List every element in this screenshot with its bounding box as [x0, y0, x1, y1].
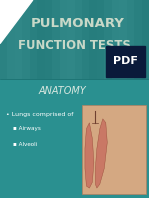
Bar	[119, 0, 127, 198]
Bar	[45, 0, 52, 198]
Text: ANATOMY: ANATOMY	[39, 86, 86, 96]
Polygon shape	[95, 119, 107, 188]
Text: •: •	[141, 74, 145, 79]
Bar	[0, 79, 149, 198]
Bar	[60, 0, 67, 198]
Text: PDF: PDF	[114, 56, 138, 66]
Bar	[30, 0, 37, 198]
Polygon shape	[0, 0, 33, 44]
Text: ▪ Alveoli: ▪ Alveoli	[13, 142, 38, 147]
Bar	[142, 0, 149, 198]
Bar	[37, 0, 45, 198]
FancyBboxPatch shape	[106, 46, 145, 77]
Bar	[0, 0, 7, 198]
Bar	[104, 0, 112, 198]
Bar	[134, 0, 142, 198]
Polygon shape	[85, 123, 94, 188]
Text: FUNCTION TESTS: FUNCTION TESTS	[18, 39, 131, 52]
Bar	[52, 0, 60, 198]
Bar	[74, 0, 82, 198]
Bar	[127, 0, 134, 198]
Bar	[82, 0, 89, 198]
Bar	[112, 0, 119, 198]
Bar	[22, 0, 30, 198]
Text: ▪ Airways: ▪ Airways	[13, 126, 41, 131]
Text: PULMONARY: PULMONARY	[31, 17, 124, 30]
Bar	[15, 0, 22, 198]
Bar	[97, 0, 104, 198]
Bar	[67, 0, 74, 198]
Text: • Lungs comprised of: • Lungs comprised of	[6, 112, 73, 117]
Bar	[7, 0, 15, 198]
Bar	[82, 105, 146, 194]
Bar	[89, 0, 97, 198]
